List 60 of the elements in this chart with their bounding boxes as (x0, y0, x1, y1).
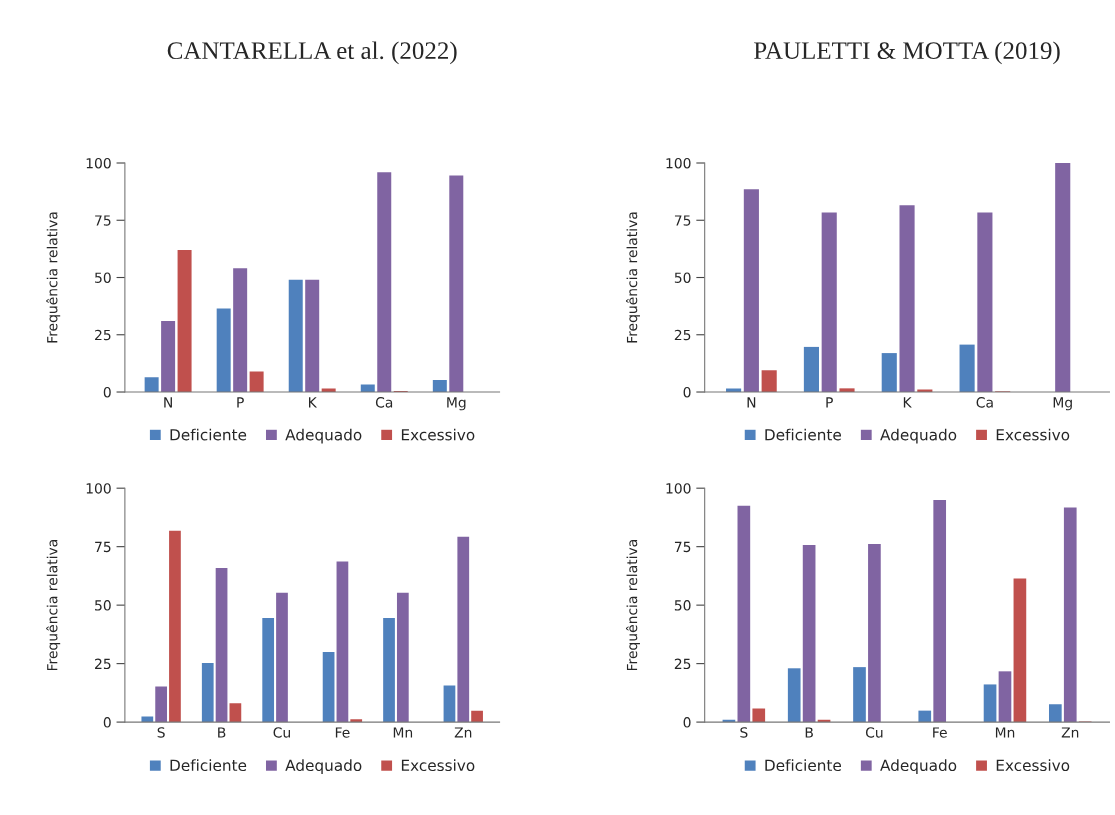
x-tick-label: Cu (865, 727, 883, 738)
legend-label: Adequado (285, 428, 362, 444)
y-tick-label: 0 (103, 717, 111, 728)
y-tick-label: 75 (674, 215, 691, 226)
x-tick-label: N (747, 397, 756, 408)
y-axis-title: Frequência relativa (625, 540, 640, 671)
y-tick-label: 25 (95, 329, 111, 341)
y-tick-label: 50 (674, 600, 691, 611)
y-tick-label: 0 (683, 717, 691, 728)
x-tick-label: P (237, 397, 244, 408)
x-tick-label: B (805, 727, 813, 738)
x-tick-label: B (218, 727, 226, 738)
y-axis-title: Frequência relativa (46, 540, 61, 671)
x-tick-label: Mn (995, 727, 1015, 738)
x-tick-label: S (740, 727, 748, 738)
x-tick-label: K (903, 397, 912, 408)
y-tick-label: 25 (674, 329, 691, 341)
legend-label: Excessivo (401, 428, 475, 441)
x-tick-label: Cu (273, 727, 290, 738)
y-tick-label: 0 (103, 386, 111, 398)
x-tick-label: P (826, 397, 833, 408)
y-axis-title: Frequência relativa (46, 212, 61, 343)
chart-title: CANTARELLA et al. (2022) (167, 41, 457, 65)
legend-label: Excessivo (996, 759, 1070, 772)
legend-label: Excessivo (996, 428, 1070, 441)
x-tick-label: Ca (976, 397, 993, 408)
legend-label: Adequado (880, 759, 957, 775)
x-tick-label: K (309, 397, 318, 408)
x-tick-label: Mg (447, 397, 466, 411)
y-tick-label: 75 (674, 541, 691, 553)
x-tick-label: Mn (393, 727, 413, 738)
y-tick-label: 100 (666, 157, 691, 169)
legend-label: Adequado (880, 428, 957, 444)
x-tick-label: Zn (454, 727, 472, 738)
x-tick-label: Ca (375, 397, 393, 408)
y-tick-label: 75 (95, 215, 111, 226)
legend-label: Deficiente (170, 428, 247, 441)
y-tick-label: 100 (86, 483, 111, 494)
y-tick-label: 50 (95, 272, 111, 283)
x-tick-label: Zn (1061, 727, 1079, 738)
legend-label: Adequado (285, 759, 362, 775)
y-tick-label: 50 (674, 272, 691, 283)
y-axis-title: Frequência relativa (625, 212, 640, 343)
x-tick-label: Fe (933, 727, 947, 738)
y-tick-label: 25 (95, 658, 111, 670)
y-tick-label: 100 (666, 483, 691, 494)
x-tick-label: Mg (1053, 397, 1072, 411)
legend-label: Deficiente (765, 759, 841, 772)
y-tick-label: 50 (95, 600, 111, 611)
legend-label: Deficiente (765, 428, 841, 441)
legend-label: Deficiente (170, 759, 247, 772)
x-tick-label: Fe (335, 727, 350, 738)
chart-title: PAULETTI & MOTTA (2019) (754, 41, 1060, 65)
x-tick-label: S (157, 727, 165, 738)
y-tick-label: 75 (95, 541, 111, 553)
x-tick-label: N (164, 397, 172, 408)
y-tick-label: 100 (86, 157, 111, 169)
y-tick-label: 0 (683, 386, 691, 398)
legend-label: Excessivo (401, 759, 475, 772)
y-tick-label: 25 (674, 658, 691, 670)
